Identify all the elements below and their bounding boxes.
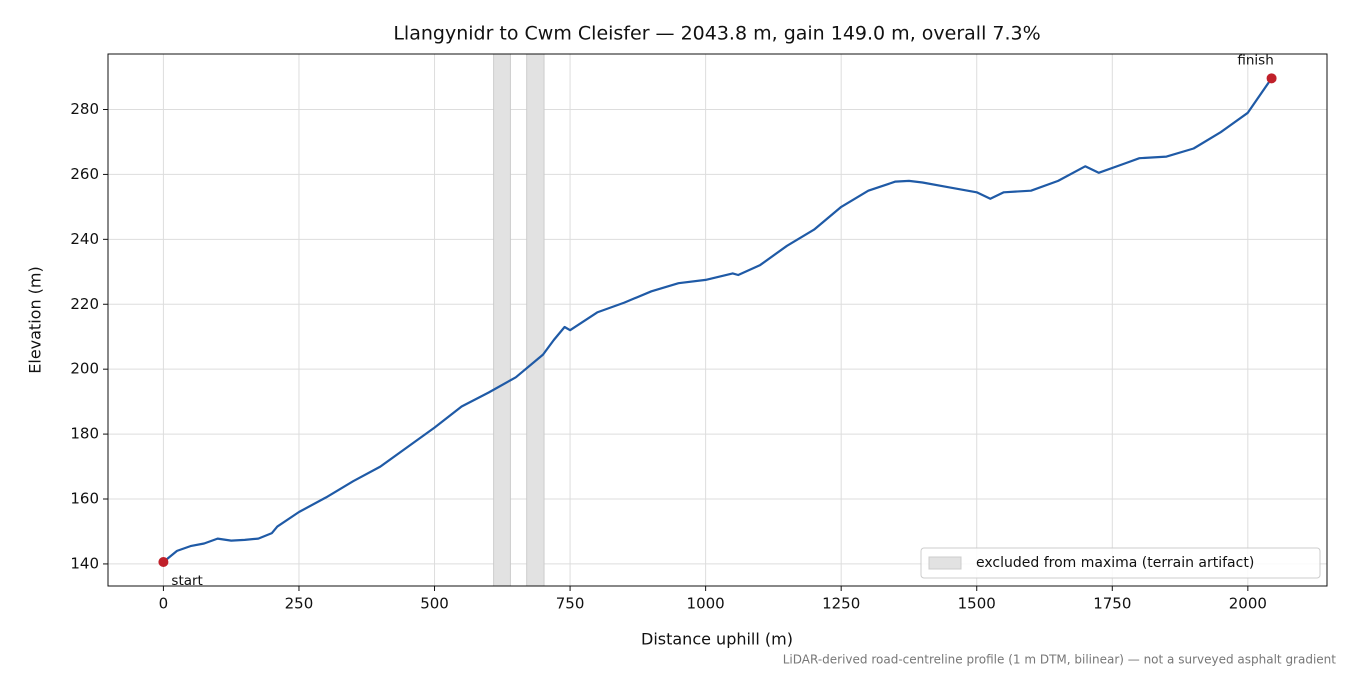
annotation: start [171,573,202,589]
legend-swatch [928,556,962,570]
y-tick-label: 220 [70,295,99,313]
annotation: finish [1237,52,1273,68]
y-tick-label: 280 [70,100,99,118]
x-tick-label: 1750 [1093,595,1131,613]
x-tick-label: 1500 [958,595,996,613]
legend-label: excluded from maxima (terrain artifact) [976,555,1254,571]
y-tick-label: 240 [70,230,99,248]
y-tick-label: 260 [70,165,99,183]
legend-box [920,547,1321,579]
y-tick-label: 200 [70,360,99,378]
chart-title: Llangynidr to Cwm Cleisfer — 2043.8 m, g… [393,23,1040,45]
x-tick-label: 750 [556,595,585,613]
profile-line [162,77,1273,563]
y-tick-label: 140 [70,554,99,572]
y-axis-label: Elevation (m) [26,266,45,373]
endpoint-marker [1266,73,1277,84]
y-tick-label: 160 [70,490,99,508]
source-note: LiDAR-derived road-centreline profile (1… [783,653,1337,667]
y-tick-label: 180 [70,425,99,443]
x-tick-label: 250 [285,595,314,613]
x-tick-label: 0 [159,595,169,613]
x-axis-label: Distance uphill (m) [641,630,793,649]
excluded-band [526,53,545,587]
endpoint-marker [158,556,169,567]
x-tick-label: 1250 [822,595,860,613]
x-tick-label: 2000 [1229,595,1267,613]
x-tick-label: 1000 [687,595,725,613]
plot-frame [107,53,1328,587]
excluded-band [493,53,511,587]
x-tick-label: 500 [420,595,449,613]
